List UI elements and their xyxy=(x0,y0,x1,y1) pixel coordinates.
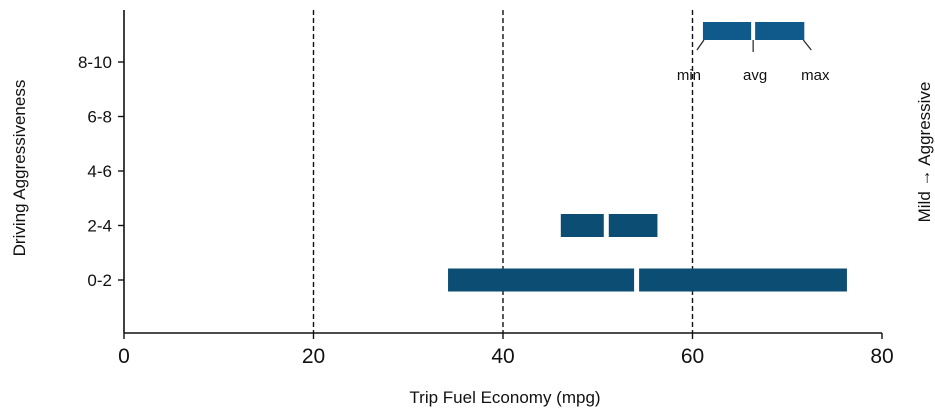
x-axis-title: Trip Fuel Economy (mpg) xyxy=(409,388,600,407)
range-bars xyxy=(448,214,847,292)
legend-pointer-min xyxy=(696,39,705,51)
x-tick-label: 20 xyxy=(302,345,325,368)
legend-label-max: max xyxy=(801,67,830,84)
legend-bar-lower xyxy=(702,22,752,40)
y-tick-label: 2-4 xyxy=(87,217,112,236)
y-axis-title: Driving Aggressiveness xyxy=(10,80,29,257)
gridlines xyxy=(312,10,694,333)
range-bar-lower-2-4 xyxy=(560,214,604,237)
x-tick-label: 0 xyxy=(118,345,130,368)
right-axis-title: Mild → Aggressive xyxy=(915,82,934,223)
y-tick-label: 0-2 xyxy=(87,271,112,290)
range-bar-upper-0-2 xyxy=(639,268,847,292)
legend-bar-upper xyxy=(755,22,805,40)
legend-pointer-max xyxy=(802,39,812,51)
legend-label-min: min xyxy=(677,67,701,84)
x-tick-label: 40 xyxy=(491,345,514,368)
tick-labels: 0 20 40 60 80 0-2 2-4 4-6 6-8 8-10 xyxy=(78,53,894,368)
legend: min avg max xyxy=(677,22,830,84)
range-bar-upper-2-4 xyxy=(608,214,658,237)
range-bar-lower-0-2 xyxy=(448,268,635,292)
y-tick-label: 6-8 xyxy=(87,108,112,127)
legend-label-avg: avg xyxy=(743,67,767,84)
x-tick-label: 80 xyxy=(870,345,893,368)
y-tick-label: 4-6 xyxy=(87,162,112,181)
y-tick-label: 8-10 xyxy=(78,53,112,72)
x-tick-label: 60 xyxy=(681,345,704,368)
